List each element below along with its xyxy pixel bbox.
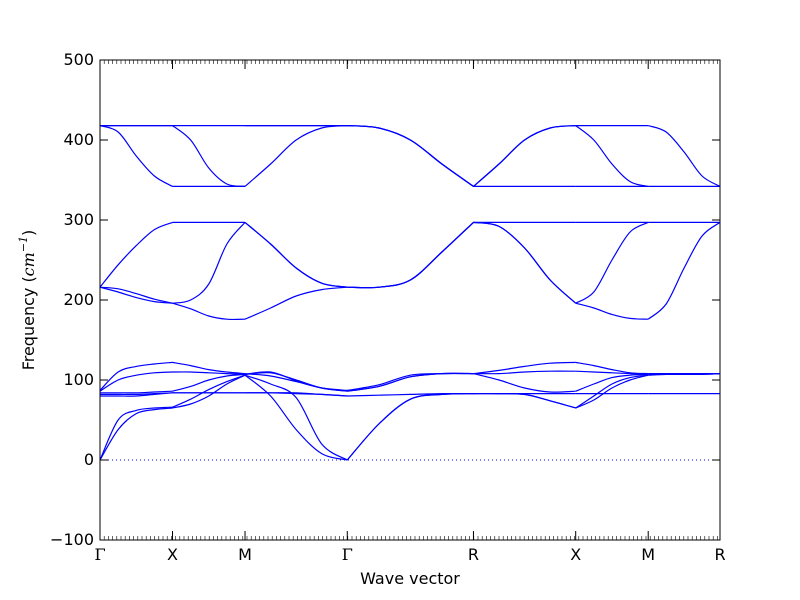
x-tick-label: X	[167, 545, 178, 564]
band-line	[99, 406, 173, 461]
band-line	[244, 286, 348, 320]
band-line	[99, 286, 173, 304]
phonon-bands	[99, 124, 721, 461]
band-line	[473, 370, 576, 375]
band-line	[99, 286, 173, 304]
x-tick-label: R	[714, 545, 725, 564]
band-line	[99, 361, 173, 391]
band-line	[575, 125, 649, 187]
band-line	[172, 371, 246, 375]
band-line	[473, 221, 577, 304]
band-line	[100, 390, 173, 394]
band-line	[473, 125, 576, 187]
minor-ticks	[99, 60, 718, 540]
x-tick-label: M	[641, 545, 655, 564]
band-line	[575, 373, 649, 392]
x-axis-label: Wave vector	[360, 569, 460, 588]
band-line	[99, 221, 173, 288]
y-tick-label: 200	[63, 290, 94, 309]
y-axis-label: Frequency (cm−1)	[17, 230, 38, 371]
band-line	[473, 361, 576, 375]
band-line	[245, 392, 348, 397]
band-line	[575, 370, 649, 375]
band-line	[347, 372, 474, 391]
band-line	[347, 392, 474, 397]
band-line	[648, 125, 721, 187]
band-line	[244, 373, 348, 391]
y-tick-label: 500	[63, 50, 94, 69]
x-tick-label: M	[238, 545, 252, 564]
band-line	[473, 373, 576, 393]
x-tick-label: Γ	[342, 545, 353, 564]
band-line	[347, 125, 474, 187]
band-line	[347, 221, 474, 289]
band-line	[244, 221, 348, 288]
band-line	[244, 374, 348, 461]
plot-frame	[99, 59, 721, 541]
band-line	[575, 221, 649, 304]
band-line	[647, 221, 721, 320]
band-line	[172, 222, 246, 304]
band-line	[99, 407, 173, 461]
band-line	[172, 361, 246, 375]
band-line	[100, 392, 173, 396]
band-line	[172, 374, 246, 408]
band-line	[648, 373, 721, 376]
band-line	[172, 374, 246, 409]
band-line	[244, 125, 348, 187]
y-tick-label: 0	[84, 450, 94, 469]
x-tick-label: X	[570, 545, 581, 564]
band-line	[172, 125, 246, 187]
y-tick-label: 400	[63, 130, 94, 149]
band-line	[575, 361, 649, 375]
band-line	[575, 302, 649, 320]
band-line	[244, 374, 348, 461]
band-line	[172, 373, 246, 392]
x-tick-label: Γ	[94, 545, 105, 564]
band-line	[575, 374, 649, 409]
y-tick-label: −100	[50, 530, 94, 549]
band-line	[99, 125, 173, 187]
y-tick-label: 100	[63, 370, 94, 389]
band-line	[99, 371, 173, 392]
band-line	[575, 374, 649, 409]
plot-area	[100, 60, 720, 540]
y-tick-label: 300	[63, 210, 94, 229]
band-line	[172, 302, 246, 321]
x-tick-label: R	[468, 545, 479, 564]
